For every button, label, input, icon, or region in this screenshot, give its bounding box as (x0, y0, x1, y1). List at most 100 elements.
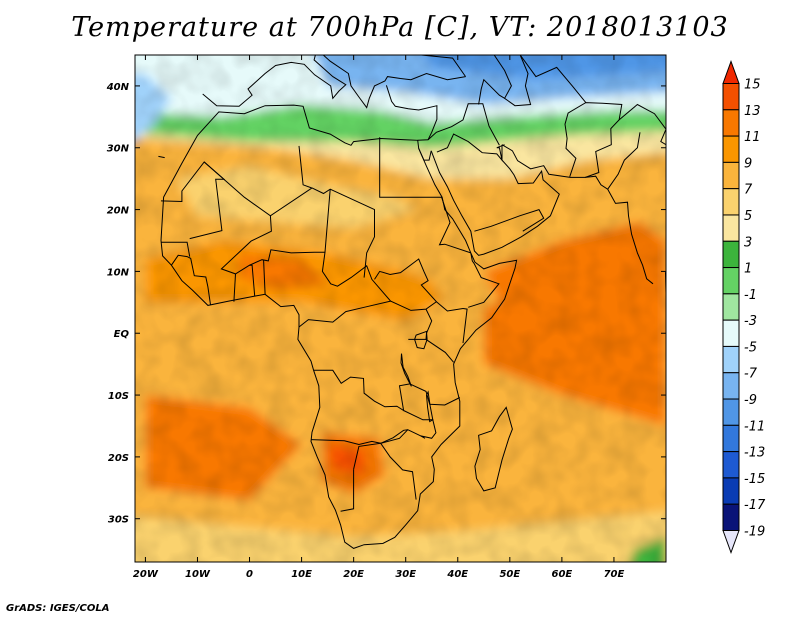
colorbar-label: -15 (744, 472, 765, 487)
colorbar-top-arrow (722, 60, 740, 84)
caspian-coastline (493, 55, 532, 107)
arabia-coastline (430, 144, 560, 256)
border-kenya-somalia (462, 308, 468, 344)
colorbar-label: 15 (744, 78, 761, 93)
border-botswana (353, 442, 417, 500)
colorbar-label: 9 (744, 156, 752, 171)
x-tick-label: 10E (291, 569, 312, 580)
madagascar-coastline (474, 406, 513, 492)
black-sea-coastline (418, 55, 467, 77)
x-tick-label: 50E (499, 569, 520, 580)
border-guinea (170, 254, 211, 305)
border-congo-north (298, 300, 391, 328)
colorbar-box (722, 267, 740, 295)
turkey-levant-coastline (385, 85, 438, 140)
border-saudi-north (436, 133, 503, 162)
border-algeria-libya (298, 145, 312, 189)
colorbar-label: -13 (744, 446, 765, 461)
x-tick-label: 20E (343, 569, 364, 580)
colorbar-box (722, 503, 740, 531)
cape-verde (119, 229, 127, 240)
colorbar-box (722, 345, 740, 374)
border-sahel (203, 161, 375, 278)
colorbar-box (722, 319, 740, 347)
colorbar-label: -7 (744, 367, 758, 382)
europe-coastline (202, 55, 347, 107)
temperature-map-chart: 40N 30N 20N 10N EQ 10S 20S 30S 20W 10W 0 10E 20E 30E 4… (106, 54, 766, 580)
x-tick-label: 20W (133, 569, 159, 580)
y-tick-label: 40N (106, 82, 130, 93)
axes: 40N 30N 20N 10N EQ 10S 20S 30S 20W 10W 0 10E 20E 30E 4… (106, 55, 666, 580)
colorbar-box (722, 83, 740, 111)
y-tick-label: 30S (108, 515, 129, 526)
canary-islands (158, 155, 165, 159)
colorbar-label: 3 (744, 235, 752, 250)
y-tick-label: 10N (107, 267, 130, 278)
colorbar-label: -17 (744, 498, 766, 513)
y-tick-label: EQ (114, 329, 130, 340)
y-tick-label: 30N (107, 144, 130, 155)
border-kenya-tanzania (408, 338, 454, 363)
colorbar-label: 7 (744, 183, 753, 198)
colorbar-box (722, 135, 740, 163)
colorbar-box (722, 398, 740, 426)
border-india-pakistan (607, 132, 641, 190)
border-central-asia (519, 55, 587, 103)
x-tick-label: 60E (552, 569, 573, 580)
page-title: Temperature at 700hPa [C], VT: 201801310… (71, 12, 729, 43)
colorbar-box (722, 477, 740, 505)
colorbar-label: -5 (744, 340, 757, 355)
credit-label: GrADS: IGES/COLA (6, 603, 110, 614)
border-angola-namibia (310, 429, 408, 446)
colorbar-label: -11 (744, 419, 765, 434)
x-tick-label: 40E (446, 569, 468, 580)
colorbar-label: 1 (744, 262, 752, 277)
colorbar-label: -9 (744, 393, 757, 408)
coastlines (119, 55, 666, 549)
border-mozambique-malawi (403, 410, 437, 439)
lake-malawi (425, 390, 434, 423)
colorbar-box (722, 424, 740, 453)
colorbar-bottom-arrow (722, 530, 740, 554)
y-tick-label: 20S (108, 453, 129, 464)
colorbar-box (722, 109, 740, 137)
border-senegal (161, 241, 191, 257)
africa-coastline (160, 104, 518, 549)
colorbar-box (722, 451, 740, 479)
colorbar-label: -1 (744, 288, 757, 303)
colorbar-label: 5 (744, 209, 752, 224)
border-congo-south (313, 369, 410, 412)
border-uganda-kenya (425, 308, 433, 340)
border-eritrea (438, 197, 471, 254)
colorbar-box (722, 240, 740, 269)
border-benin (263, 260, 266, 295)
border-ethiopia-somalia (468, 252, 500, 308)
border-mauritania (160, 161, 226, 240)
border-ghana (233, 273, 236, 302)
colorbar-box (722, 293, 740, 321)
colorbar-box (722, 214, 740, 242)
border-egypt (379, 137, 442, 198)
x-tick-label: 70E (604, 569, 625, 580)
asia-coastline (501, 144, 654, 285)
border-sudan (374, 258, 437, 303)
balkan-coastline (322, 55, 466, 109)
border-kashmir (618, 103, 666, 146)
plot-area (119, 55, 666, 562)
border-namibia-sa (340, 469, 355, 512)
border-yemen (474, 208, 545, 232)
colorbar-label: -3 (744, 314, 757, 329)
colorbar-label: 13 (744, 104, 761, 119)
y-tick-label: 10S (108, 391, 129, 402)
plot-frame (134, 54, 667, 563)
colorbar-box (722, 188, 740, 216)
x-tick-label: 30E (395, 569, 416, 580)
border-tanzania-mozambique (409, 383, 461, 406)
colorbar-box (722, 372, 740, 400)
colorbar-label: 11 (744, 130, 761, 145)
colorbar-label: -19 (744, 525, 765, 540)
x-tick-label: 0 (246, 569, 253, 580)
border-iran-nw (478, 78, 505, 105)
y-tick-label: 20N (107, 206, 130, 217)
border-afghanistan (564, 102, 623, 178)
